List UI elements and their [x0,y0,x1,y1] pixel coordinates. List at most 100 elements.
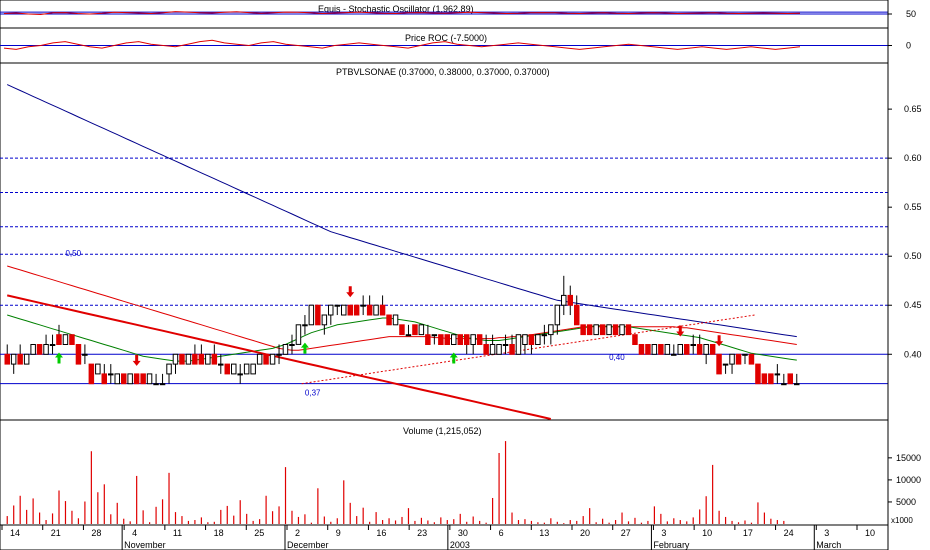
candle-body [794,383,800,386]
candle-body [347,304,353,316]
candle-body [263,353,269,365]
candle-body [522,334,528,346]
candle-body [554,304,561,326]
candle-body [476,334,483,346]
candle-body [619,324,625,336]
candle-body [509,344,515,355]
candle-body [159,383,166,386]
candle-body [586,324,593,336]
candle-body [198,353,205,365]
month-label: March [816,540,841,550]
buy-arrow [449,352,458,364]
candle-body [386,314,392,326]
candle-body [256,353,263,365]
candle-body [250,363,256,375]
candle-body [114,373,120,385]
volume-bars [6,441,785,524]
x-tick-label: 3 [824,528,829,538]
candle-body [321,314,328,326]
candle-body [645,344,651,355]
candle-body [302,324,308,327]
x-axis: 14 21 28 4 11 18 25 2 9 16 23 30 6 13 20 27 3 10 17 24 3 10 No… [1,525,875,550]
candle-body [56,334,62,346]
candle-body [366,304,373,316]
x-tick-label: 24 [784,528,794,538]
candle-body [218,363,224,366]
candle-body [231,363,237,375]
right-axis-area [888,0,930,525]
candle-body [612,324,619,336]
candle-body [781,383,787,386]
volume-tick-label: 10000 [896,475,921,485]
sell-arrow [676,325,685,337]
x-tick-label: 3 [661,528,666,538]
signal-arrows [55,286,724,366]
candle-body [121,373,127,385]
candle-body [224,363,230,375]
candle-body [651,344,658,355]
candle-body [95,363,101,375]
candle-body [761,373,768,385]
candle-body [211,353,218,365]
stochastic-title: Equis - Stochastic Oscillator (1,962.89) [318,4,474,14]
candle-body [515,334,522,355]
x-tick-label: 6 [499,528,504,538]
candle-body [185,353,192,365]
candle-body [709,344,716,355]
candle-body [664,344,671,355]
price-tick-label: 0.45 [904,300,922,310]
candle-body [412,324,418,336]
candle-body [593,324,599,336]
candle-body [49,344,56,346]
candle-body [140,373,146,385]
price-annotations: 0,50 0,40 0,37 [65,249,625,397]
candle-body [146,373,153,385]
candle-body [360,304,366,307]
candle-body [548,324,554,336]
sell-arrow [132,354,141,366]
price-annotation: 0,40 [609,353,625,362]
candle-body [243,363,250,375]
candle-body [696,344,703,355]
candle-body [787,373,793,385]
red-ma-line [7,265,797,351]
candle-body [768,373,774,385]
candle-body [457,334,463,346]
roc-line [3,39,801,50]
price-annotation: 0,37 [305,388,321,397]
candle-body [179,353,185,365]
x-tick-label: 14 [10,528,20,538]
roc-title: Price ROC (-7.5000) [405,33,487,43]
candle-body [716,353,722,375]
price-moving-averages [6,84,797,420]
candle-body [418,324,425,336]
x-tick-label: 10 [702,528,712,538]
candle-body [438,334,444,346]
candle-body [392,314,399,326]
stochastic-line [3,11,801,16]
candle-body [328,304,334,316]
candle-body [755,363,761,385]
candle-body [703,344,709,355]
candle-body [677,344,683,355]
volume-title: Volume (1,215,052) [403,426,482,436]
candle-body [684,344,690,355]
month-label: 2003 [450,540,470,550]
candle-body [295,324,302,345]
candle-body [237,373,243,376]
blue-ma-line [6,84,797,338]
candle-body [561,294,567,306]
volume-axis-unit: x1000 [891,516,913,525]
candle-body [580,324,586,336]
candle-body [10,353,17,365]
sell-arrow [346,286,355,298]
price-tick-label: 0.60 [904,153,922,163]
candle-body [625,324,632,336]
candle-body [153,383,159,386]
candle-body [535,334,541,346]
candle-body [444,334,450,346]
candle-body [399,324,405,336]
x-tick-label: 11 [173,528,182,538]
candle-body [722,363,729,366]
x-tick-label: 16 [376,528,386,538]
